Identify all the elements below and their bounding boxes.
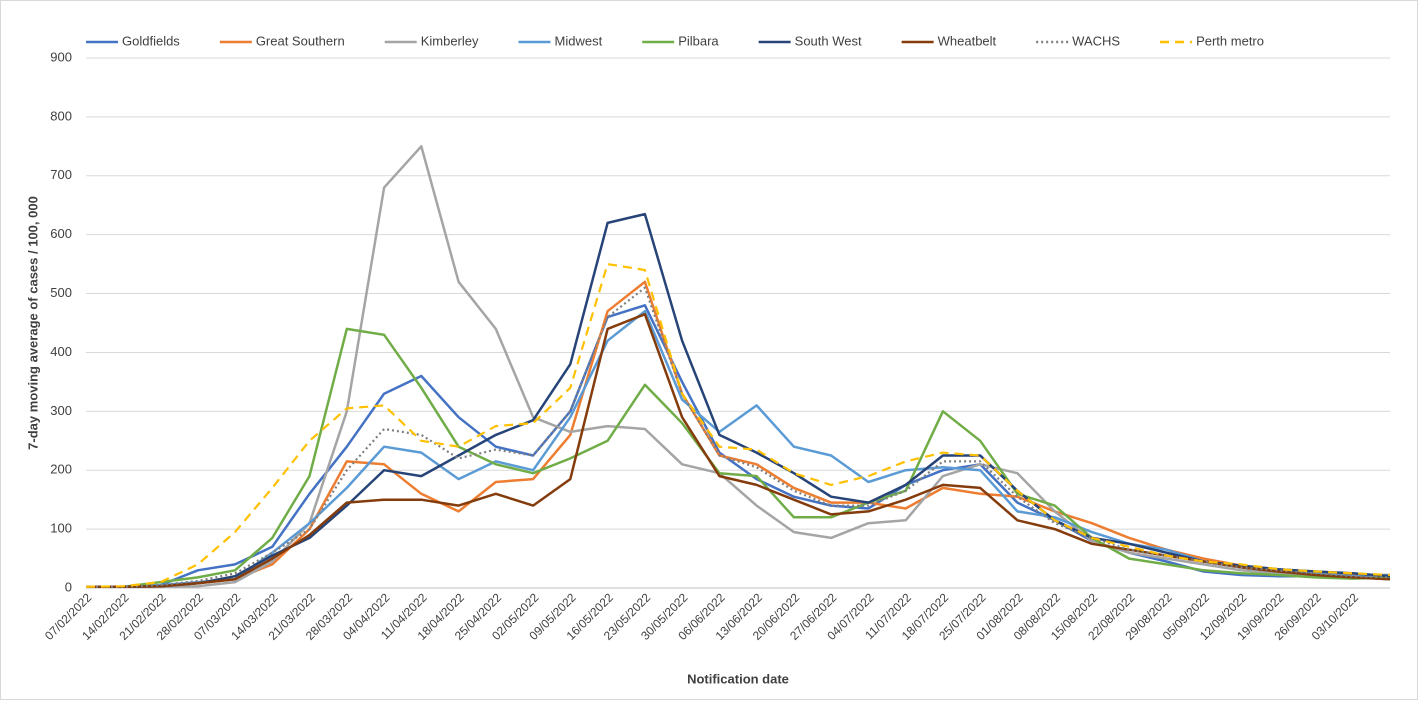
legend-label: Great Southern (256, 33, 345, 48)
x-axis-title: Notification date (687, 671, 789, 686)
series-line (86, 309, 1391, 589)
y-tick-label: 200 (50, 462, 72, 477)
legend-label: Kimberley (421, 33, 479, 48)
y-tick-label: 500 (50, 285, 72, 300)
legend-label: South West (795, 33, 862, 48)
y-tick-label: 600 (50, 226, 72, 241)
legend-label: Goldfields (122, 33, 180, 48)
y-tick-label: 700 (50, 167, 72, 182)
legend-label: Midwest (555, 33, 603, 48)
y-tick-label: 0 (65, 579, 72, 594)
y-tick-label: 100 (50, 521, 72, 536)
legend-label: WACHS (1072, 33, 1120, 48)
y-tick-label: 900 (50, 49, 72, 64)
y-tick-label: 800 (50, 108, 72, 123)
legend-label: Wheatbelt (938, 33, 997, 48)
series-line (86, 327, 1391, 589)
series-line (85, 263, 1391, 588)
legend-label: Pilbara (678, 33, 719, 48)
y-tick-label: 300 (50, 403, 72, 418)
y-tick-label: 400 (50, 344, 72, 359)
y-axis-title: 7-day moving average of cases / 100, 000 (25, 196, 40, 450)
series-line (86, 304, 1391, 589)
series-line (86, 212, 1391, 589)
legend-label: Perth metro (1196, 33, 1264, 48)
